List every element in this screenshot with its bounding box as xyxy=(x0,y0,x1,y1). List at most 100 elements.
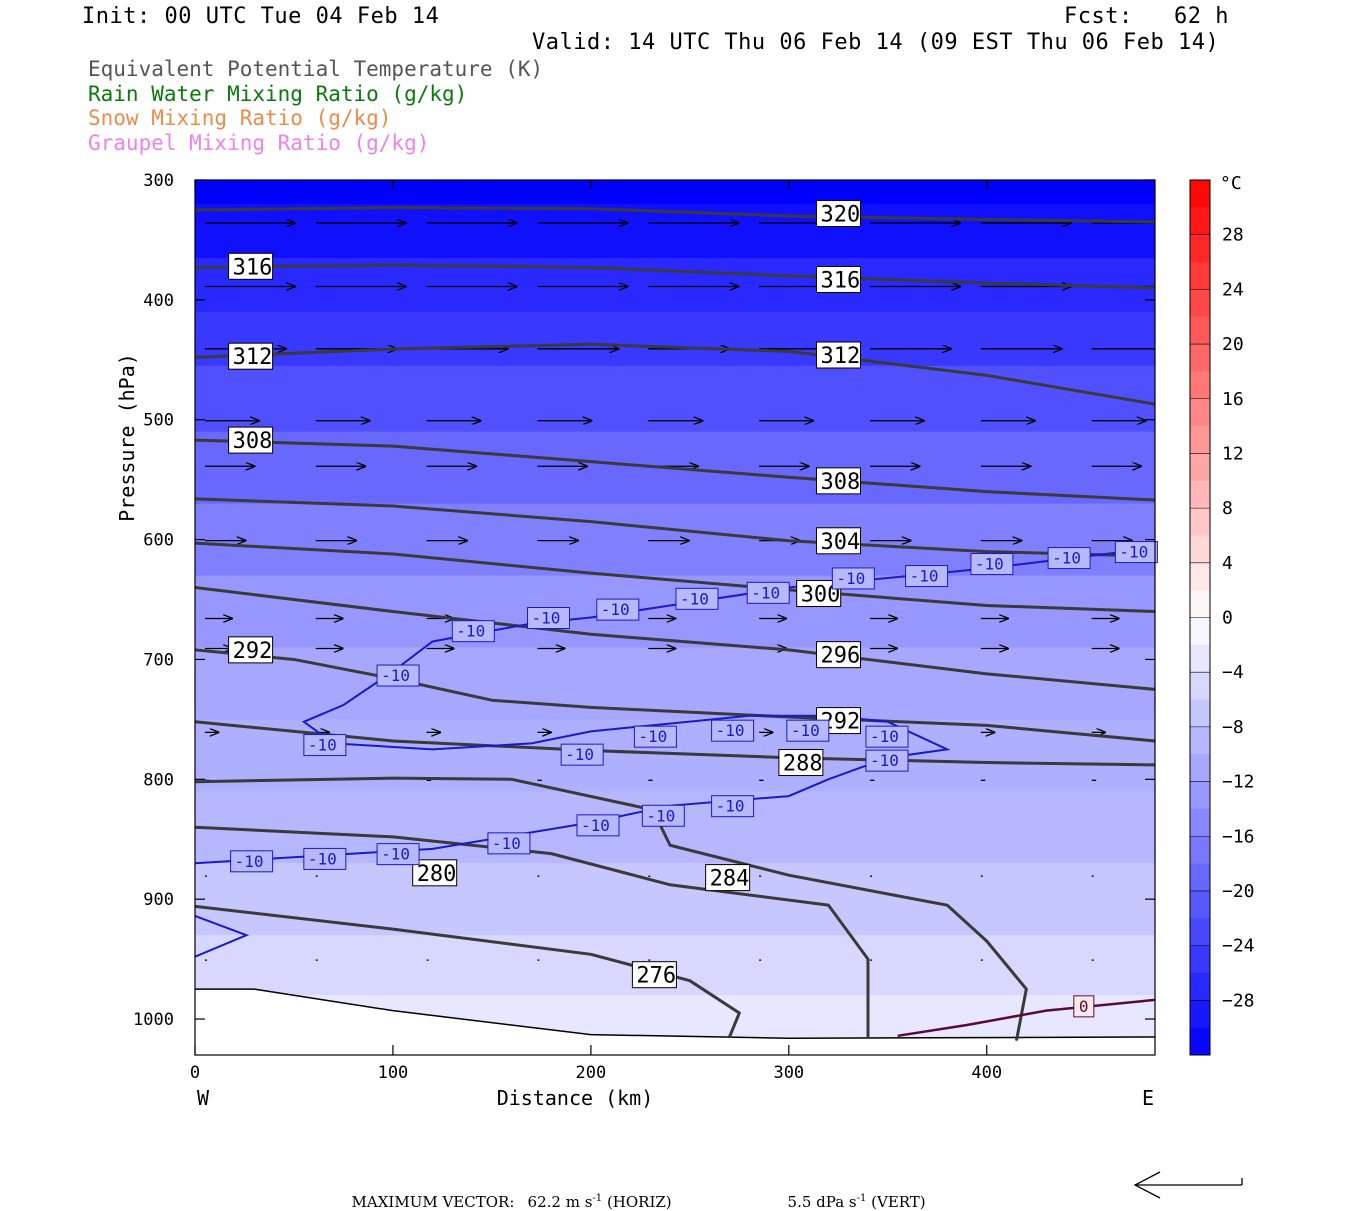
isotherm-label: -10 xyxy=(646,806,675,825)
theta-e-label-box xyxy=(228,426,274,454)
isotherm-label: -10 xyxy=(381,666,410,685)
colorbar-label: −16 xyxy=(1222,826,1255,847)
shade-band xyxy=(195,575,1155,649)
forecast-hour: Fcst: 62 h xyxy=(1064,4,1229,29)
colorbar-swatch xyxy=(1190,945,1210,974)
vert-exp: -1 xyxy=(856,1193,867,1204)
legend-snow: Snow Mixing Ratio (g/kg) xyxy=(88,106,392,130)
isotherm-label: -10 xyxy=(791,721,820,740)
theta-e-label: 308 xyxy=(820,470,860,495)
plot-frame xyxy=(194,179,1156,1056)
isotherm-label: -10 xyxy=(870,751,899,770)
theta-e-label: 284 xyxy=(710,867,750,892)
horiz-max: 62.2 m s-1 (HORIZ) xyxy=(518,1175,672,1211)
isotherm-label: -10 xyxy=(680,589,709,608)
isotherm-label-box xyxy=(711,795,755,818)
vert-max: 5.5 dPa s-1 (VERT) xyxy=(778,1175,926,1211)
colorbar-swatch xyxy=(1190,535,1210,564)
isotherm-label: -10 xyxy=(1119,543,1148,562)
theta-e-label-box xyxy=(412,859,458,887)
isotherm-label-box xyxy=(746,581,790,604)
theta-e-label-box xyxy=(228,636,274,664)
colorbar-label: −24 xyxy=(1222,936,1255,957)
shade-band xyxy=(195,311,1155,367)
terrain xyxy=(195,988,1155,1055)
theta-e-contour xyxy=(195,648,1155,743)
isotherm-label: -10 xyxy=(716,797,745,816)
colorbar-label: −12 xyxy=(1222,772,1255,793)
theta-e-label: 280 xyxy=(417,862,457,887)
isotherm-label-box xyxy=(905,565,949,588)
isotherm-label-box xyxy=(711,719,755,742)
y-tick-label: 500 xyxy=(143,411,174,431)
y-tick-label: 800 xyxy=(143,770,174,790)
colorbar-swatch xyxy=(1190,1000,1210,1029)
colorbar-unit: °C xyxy=(1220,173,1242,194)
isotherm-label-box xyxy=(970,553,1014,576)
temperature-shading xyxy=(195,180,1155,1055)
isotherm-label: -10 xyxy=(638,727,667,746)
axes: 300 400 500 600 700 800 900 1000 0 100 200 300 400 Di… xyxy=(115,171,1155,1110)
colorbar-label: 20 xyxy=(1222,334,1244,355)
theta-e-label-box xyxy=(815,467,861,495)
theta-e-contour xyxy=(195,720,1155,767)
isotherm-label-box xyxy=(527,607,571,629)
theta-e-label-box xyxy=(815,341,861,369)
isotherm-label: -10 xyxy=(381,845,410,864)
colorbar-swatch xyxy=(1190,836,1210,865)
isotherm-label-box xyxy=(1047,547,1091,570)
colorbar-label: 12 xyxy=(1222,443,1244,464)
y-tick-label: 700 xyxy=(143,650,174,670)
theta-e-contour xyxy=(195,438,1155,502)
theta-e-label: 320 xyxy=(820,203,860,228)
x-axis-label: Distance (km) xyxy=(497,1086,654,1110)
isotherm-label: -10 xyxy=(532,609,561,628)
isotherm-label-box xyxy=(376,843,420,866)
colorbar-swatch xyxy=(1190,617,1210,646)
colorbar-label: 4 xyxy=(1222,553,1233,574)
colorbar-swatch xyxy=(1190,207,1210,236)
isotherm-label-box xyxy=(633,725,677,748)
colorbar-swatch xyxy=(1190,644,1210,673)
theta-e-label: 312 xyxy=(820,344,860,369)
legend-theta-e: Equivalent Potential Temperature (K) xyxy=(88,57,544,81)
theta-e-label: 316 xyxy=(820,268,860,293)
horiz-exp: -1 xyxy=(592,1193,603,1204)
isotherm-label-box xyxy=(641,804,685,827)
colorbar-swatch xyxy=(1190,726,1210,755)
theta-e-contour xyxy=(195,263,1155,290)
colorbar-label: −8 xyxy=(1222,717,1244,738)
y-tick-label: 1000 xyxy=(133,1010,174,1030)
isotherm-label: -10 xyxy=(716,721,745,740)
isotherm-label: -10 xyxy=(308,736,337,755)
theta-e-label-box xyxy=(815,265,861,293)
valid-time: Valid: 14 UTC Thu 06 Feb 14 (09 EST Thu … xyxy=(532,30,1220,55)
shade-band xyxy=(195,257,1155,313)
theta-e-contour xyxy=(195,541,1155,614)
colorbar-swatch xyxy=(1190,890,1210,919)
colorbar-swatch xyxy=(1190,316,1210,345)
isotherm-label: -10 xyxy=(1052,549,1081,568)
theta-e-label-box xyxy=(815,641,861,669)
isotherm-label-box xyxy=(576,814,620,837)
max-vector-arrow xyxy=(1133,1171,1243,1199)
colorbar-swatch xyxy=(1190,972,1210,1001)
colorbar-swatch xyxy=(1190,562,1210,591)
legend-graupel: Graupel Mixing Ratio (g/kg) xyxy=(88,131,430,155)
colorbar-label: −4 xyxy=(1222,662,1244,683)
isotherm-label: -10 xyxy=(456,622,485,641)
y-tick-label: 600 xyxy=(143,531,174,551)
shade-band xyxy=(195,647,1155,721)
max-vector-title: MAXIMUM VECTOR: xyxy=(351,1193,515,1211)
init-time: Init: 00 UTC Tue 04 Feb 14 xyxy=(82,4,440,29)
vert-value: 5.5 dPa s xyxy=(787,1193,857,1211)
colorbar-swatch xyxy=(1190,426,1210,454)
colorbar-swatch xyxy=(1190,344,1210,372)
colorbar-swatch xyxy=(1190,480,1210,509)
isotherm-label: -10 xyxy=(308,849,337,868)
x-tick-label: 0 xyxy=(190,1063,200,1083)
colorbar-label: 28 xyxy=(1222,225,1244,246)
theta-e-label: 316 xyxy=(233,255,273,280)
